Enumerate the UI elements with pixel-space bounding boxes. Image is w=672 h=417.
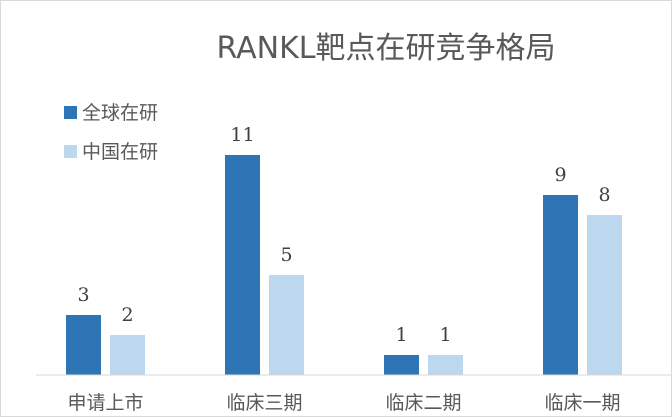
value-label-china-1: 5 — [280, 244, 292, 266]
chart-title: RANKL靶点在研竞争格局 — [217, 31, 556, 66]
category-label-1: 临床三期 — [226, 392, 302, 414]
value-label-china-2: 1 — [439, 324, 451, 346]
bar-global-3 — [543, 195, 578, 375]
legend-swatch-china — [64, 145, 77, 158]
category-label-0: 申请上市 — [67, 392, 143, 414]
category-label-2: 临床二期 — [385, 392, 461, 414]
legend-label-china: 中国在研 — [82, 141, 158, 163]
value-label-global-2: 1 — [395, 324, 407, 346]
bar-china-1 — [269, 275, 304, 375]
category-label-3: 临床一期 — [544, 392, 620, 414]
bar-china-2 — [428, 355, 463, 375]
value-label-global-0: 3 — [77, 284, 89, 306]
bars-group — [66, 155, 622, 375]
bar-global-0 — [66, 315, 101, 375]
bar-china-3 — [587, 215, 622, 375]
bar-global-1 — [225, 155, 260, 375]
value-label-global-1: 11 — [230, 124, 254, 146]
value-label-china-3: 8 — [598, 184, 610, 206]
value-label-global-3: 9 — [554, 164, 566, 186]
bar-china-0 — [110, 335, 145, 375]
legend-swatch-global — [64, 106, 77, 119]
legend-label-global: 全球在研 — [82, 102, 158, 124]
category-labels-group: 申请上市 临床三期 临床二期 临床一期 — [67, 392, 620, 414]
value-label-china-0: 2 — [121, 304, 133, 326]
bar-global-2 — [384, 355, 419, 375]
